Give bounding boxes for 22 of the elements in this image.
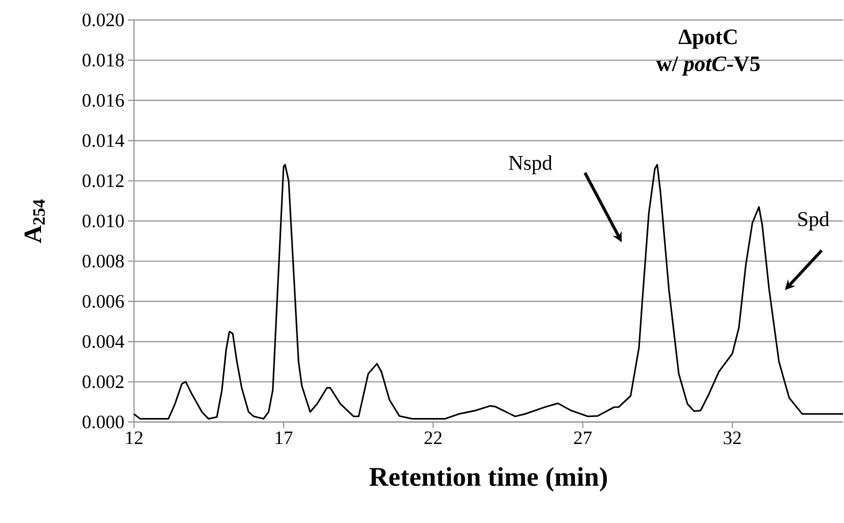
y-tick-label: 0.004 — [82, 335, 124, 348]
annotation: w/ potC-V5 — [656, 56, 760, 76]
y-tick-label: 0.018 — [82, 54, 124, 67]
y-tick-label: 0.020 — [82, 14, 124, 26]
y-tick-label: 0.006 — [82, 294, 124, 308]
x-tick-label: 27 — [574, 432, 592, 444]
x-tick-label: 12 — [126, 432, 142, 444]
x-tick-label: 32 — [724, 432, 741, 444]
y-tick-label: 0.016 — [82, 94, 124, 107]
y-tick-label: 0.002 — [82, 375, 124, 388]
x-tick-label: 17 — [276, 432, 292, 444]
y-tick-label: 0.000 — [82, 416, 124, 428]
annotation: Nspd — [508, 155, 552, 174]
y-tick-label: 0.012 — [82, 174, 124, 188]
y-tick-label: 0.008 — [82, 254, 124, 268]
x-axis-title: Retention time (min) — [369, 467, 607, 492]
y-axis-title: A$_{254}$ — [24, 200, 45, 244]
annotation: ΔpotC — [678, 30, 737, 49]
y-tick-label: 0.014 — [82, 134, 124, 148]
annotation: Spd — [798, 212, 830, 230]
y-tick-label: 0.010 — [82, 214, 124, 228]
x-tick-label: 22 — [424, 432, 442, 444]
